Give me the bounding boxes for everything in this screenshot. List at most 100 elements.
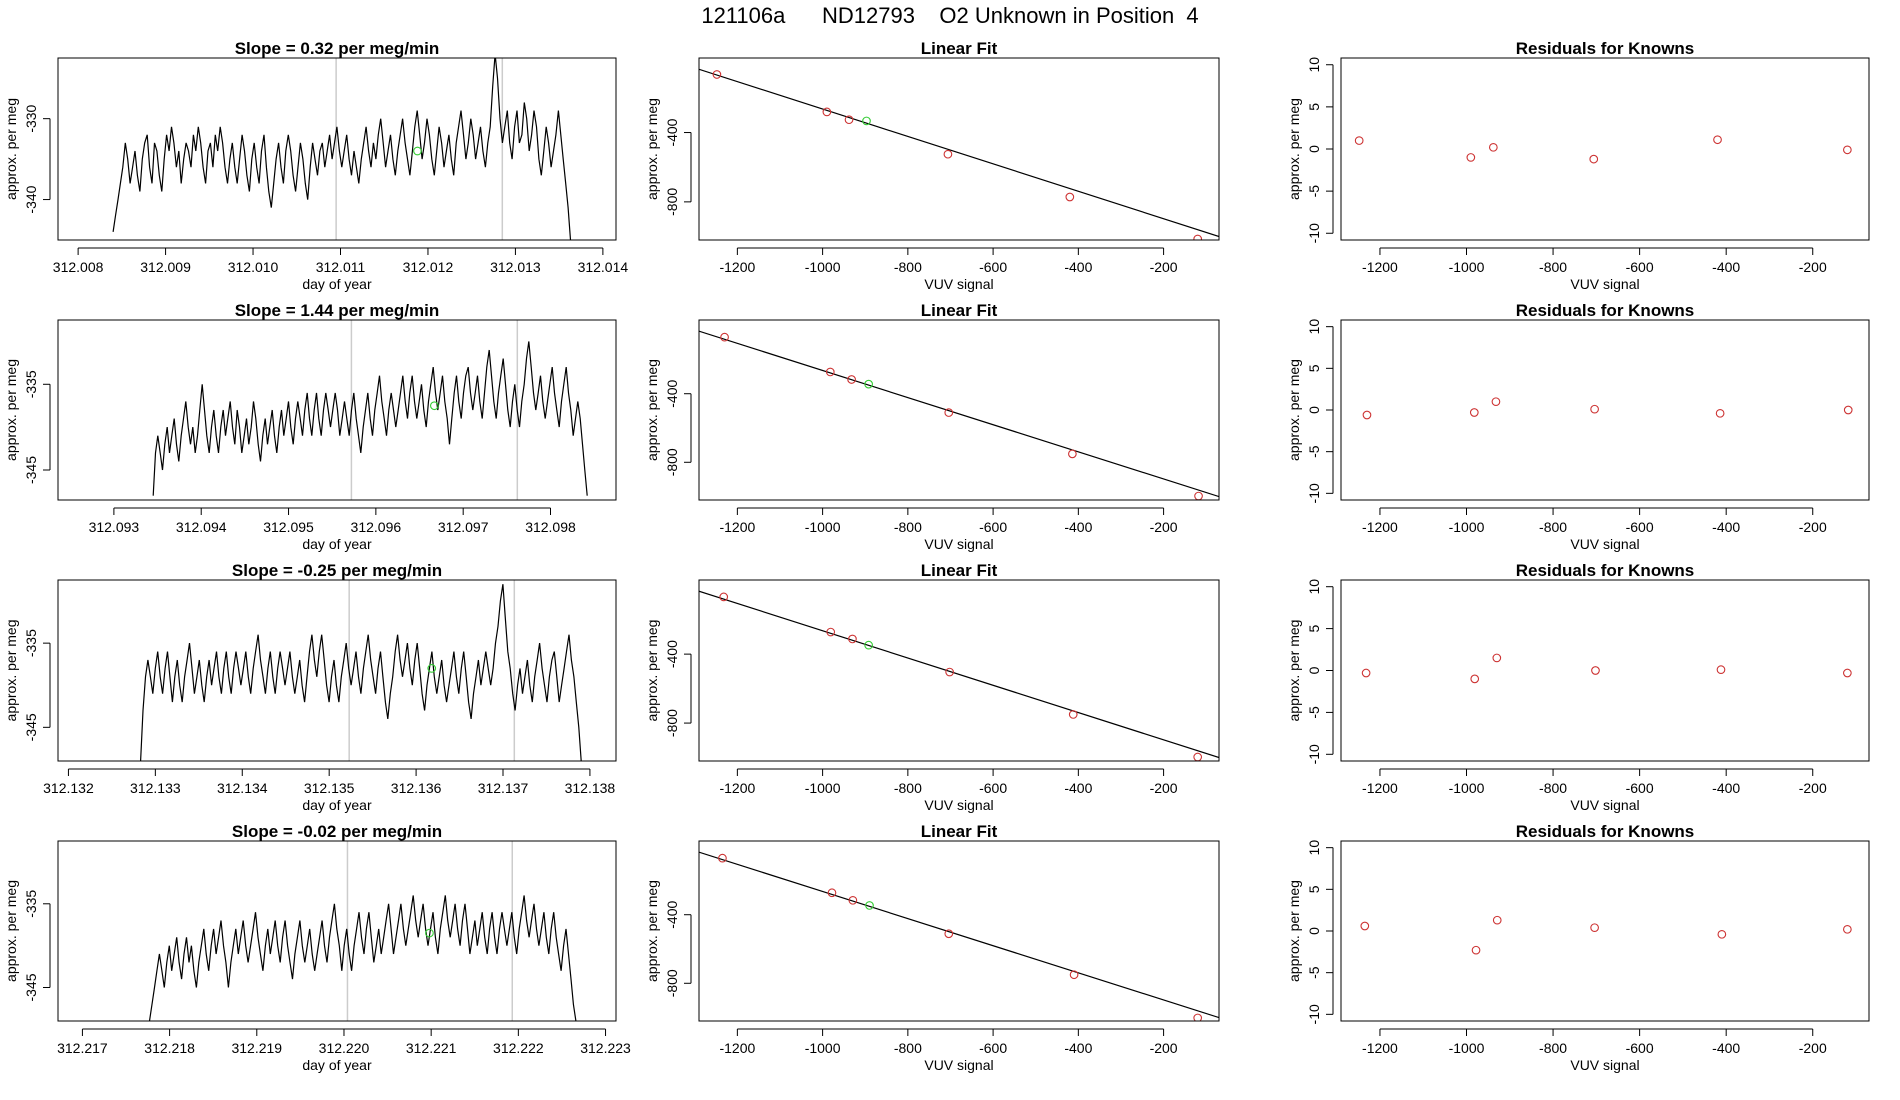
known-point	[712, 70, 722, 79]
panel-title: Residuals for Knowns	[1516, 39, 1695, 58]
plot-frame	[698, 57, 1220, 241]
x-tick-label: -400	[1712, 780, 1740, 796]
series-line	[148, 895, 577, 1021]
panel-residuals-row-3: -1200 -1000 -800 -600 -400 -200 VUV signal 10 5 0…	[1286, 561, 1870, 813]
x-tick-label: -1200	[719, 780, 755, 796]
y-axis-label: approx. per meg	[644, 880, 660, 982]
x-axis-label: day of year	[302, 536, 372, 552]
x-tick-label: -400	[1064, 1040, 1092, 1056]
figure-title: 121106a ND12793 O2 Unknown in Position 4	[701, 3, 1199, 28]
residual-point	[1716, 665, 1726, 675]
plot-frame	[1340, 840, 1870, 1022]
panel-residuals-row-2: -1200 -1000 -800 -600 -400 -200 VUV signal 10 5 0…	[1286, 301, 1870, 552]
plot-content	[1361, 653, 1852, 684]
x-tick-label: -1000	[805, 259, 841, 275]
y-axis-label: approx. per meg	[1286, 880, 1302, 982]
x-tick-label: -600	[979, 1040, 1007, 1056]
x-axis-label: VUV signal	[924, 276, 993, 292]
y-tick-label: 0	[1306, 927, 1322, 935]
plot-content	[1354, 135, 1852, 164]
x-tick-label: -400	[1712, 259, 1740, 275]
x-tick-label: 312.223	[580, 1040, 631, 1056]
known-point	[847, 375, 856, 384]
panel-time-series-row-2: 312.093 312.094 312.095 312.096 312.097 312.0…	[3, 301, 617, 552]
residual-point	[1843, 924, 1852, 934]
x-tick-label: -800	[1539, 780, 1567, 796]
panel-linear-fit-row-1: -1200 -1000 -800 -600 -400 -200 VUV signal -400…	[644, 39, 1220, 292]
y-tick-label: 5	[1306, 103, 1322, 111]
x-tick-label: -800	[894, 519, 922, 535]
residual-point	[1843, 668, 1852, 678]
residual-point	[1589, 154, 1599, 164]
residual-point	[1470, 674, 1480, 684]
y-tick-label: -400	[664, 379, 680, 407]
x-tick-label: -1000	[805, 1040, 841, 1056]
panel-title: Residuals for Knowns	[1516, 822, 1695, 841]
y-axis-label: approx. per meg	[644, 359, 660, 461]
x-tick-label: 312.012	[403, 259, 454, 275]
plot-frame	[57, 57, 617, 241]
x-axis-label: day of year	[302, 797, 372, 813]
x-tick-label: -200	[1799, 519, 1827, 535]
x-tick-label: -400	[1712, 519, 1740, 535]
y-axis-label: approx. per meg	[1286, 359, 1302, 461]
series-line	[152, 341, 588, 496]
x-tick-label: 312.014	[578, 259, 629, 275]
y-tick-label: -400	[664, 900, 680, 928]
known-point	[943, 149, 953, 159]
y-axis-label: approx. per meg	[3, 880, 19, 982]
y-axis-label: approx. per meg	[3, 98, 19, 200]
plot-content	[1360, 915, 1852, 955]
residual-point	[1491, 397, 1501, 407]
panel-title: Residuals for Knowns	[1516, 301, 1695, 320]
y-tick-label: -800	[664, 709, 680, 737]
y-tick-label: -335	[23, 629, 39, 657]
y-tick-label: 10	[1306, 319, 1322, 335]
plot-frame	[698, 840, 1220, 1022]
unknown-point	[865, 901, 874, 910]
x-tick-label: 312.009	[140, 259, 191, 275]
residual-point	[1488, 142, 1498, 152]
x-tick-label: -800	[894, 1040, 922, 1056]
x-axis-label: VUV signal	[924, 797, 993, 813]
residual-point	[1469, 408, 1479, 417]
known-point	[822, 107, 832, 117]
residual-point	[1471, 945, 1481, 955]
y-tick-label: -345	[23, 456, 39, 484]
x-tick-label: -800	[1539, 519, 1567, 535]
plot-frame	[698, 579, 1220, 762]
x-tick-label: 312.134	[217, 780, 268, 796]
x-tick-label: -600	[979, 519, 1007, 535]
x-tick-label: 312.097	[438, 519, 489, 535]
plot-frame	[57, 579, 617, 762]
x-tick-label: 312.133	[130, 780, 181, 796]
panel-title: Slope = 0.32 per meg/min	[235, 39, 440, 58]
y-axis-label: approx. per meg	[3, 359, 19, 461]
y-tick-label: -800	[664, 969, 680, 997]
plot-frame	[57, 840, 617, 1022]
known-point	[848, 895, 858, 905]
x-tick-label: -200	[1150, 1040, 1178, 1056]
plot-content	[699, 68, 1219, 240]
panel-title: Linear Fit	[921, 301, 998, 320]
x-tick-label: 312.013	[490, 259, 541, 275]
panel-time-series-row-4: 312.217 312.218 312.219 312.220 312.221 312.2…	[3, 822, 631, 1073]
known-point	[825, 367, 835, 377]
x-tick-label: 312.094	[176, 519, 227, 535]
x-tick-label: 312.221	[406, 1040, 457, 1056]
residual-point	[1843, 145, 1852, 155]
y-tick-label: -340	[23, 185, 39, 213]
x-tick-label: 312.220	[319, 1040, 370, 1056]
y-tick-label: 10	[1306, 840, 1322, 856]
x-tick-label: 312.093	[89, 519, 140, 535]
y-axis-label: approx. per meg	[644, 620, 660, 722]
fit-line	[699, 590, 1219, 759]
residual-point	[1354, 136, 1364, 145]
plot-content	[152, 320, 588, 500]
plot-content	[1362, 397, 1853, 420]
x-tick-label: -1000	[1449, 259, 1485, 275]
unknown-point	[864, 640, 873, 650]
x-tick-label: -200	[1799, 1040, 1827, 1056]
unknown-marker	[427, 664, 437, 673]
x-tick-label: -800	[1539, 259, 1567, 275]
